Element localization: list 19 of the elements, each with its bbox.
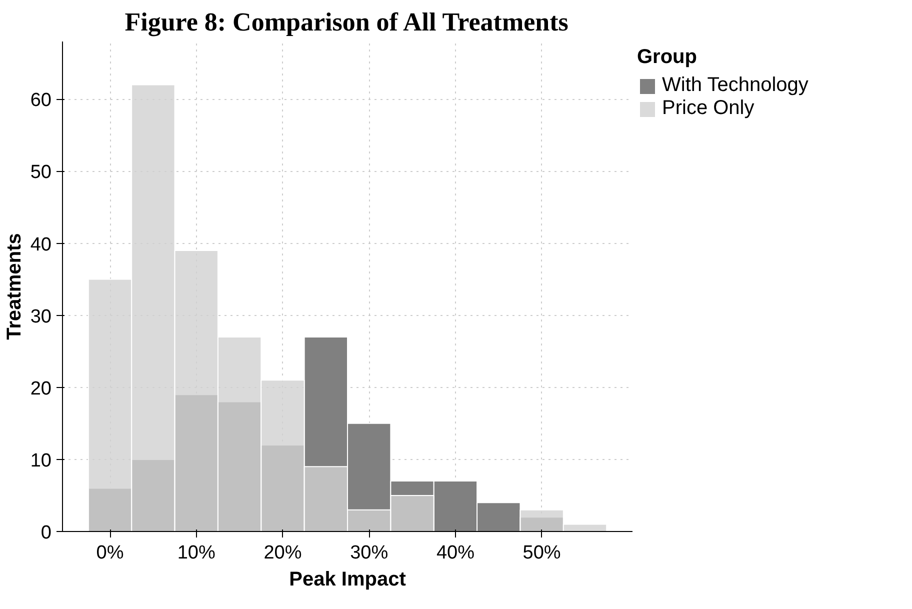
x-tick-label: 10% [177,542,216,564]
x-axis-title: Peak Impact [289,568,406,590]
x-tick-label: 30% [350,542,388,564]
x-tick-label: 0% [96,542,124,564]
legend-title: Group [637,46,698,69]
y-tick-label: 0 [40,522,52,544]
y-tick-label: 60 [30,90,52,112]
legend-label: With Technology [662,74,808,97]
y-tick-label: 10 [30,450,52,472]
legend-label: Price Only [662,97,754,120]
y-axis-title: Treatments [3,233,26,340]
x-tick-label: 40% [436,542,475,564]
y-tick-label: 50 [30,162,52,184]
y-tick-label: 20 [30,378,52,400]
x-tick-label: 20% [264,542,302,564]
x-tick-label: 50% [522,542,561,564]
chart-title: Figure 8: Comparison of All Treatments [124,8,568,36]
y-tick-label: 30 [30,306,52,328]
y-tick-label: 40 [30,234,52,256]
